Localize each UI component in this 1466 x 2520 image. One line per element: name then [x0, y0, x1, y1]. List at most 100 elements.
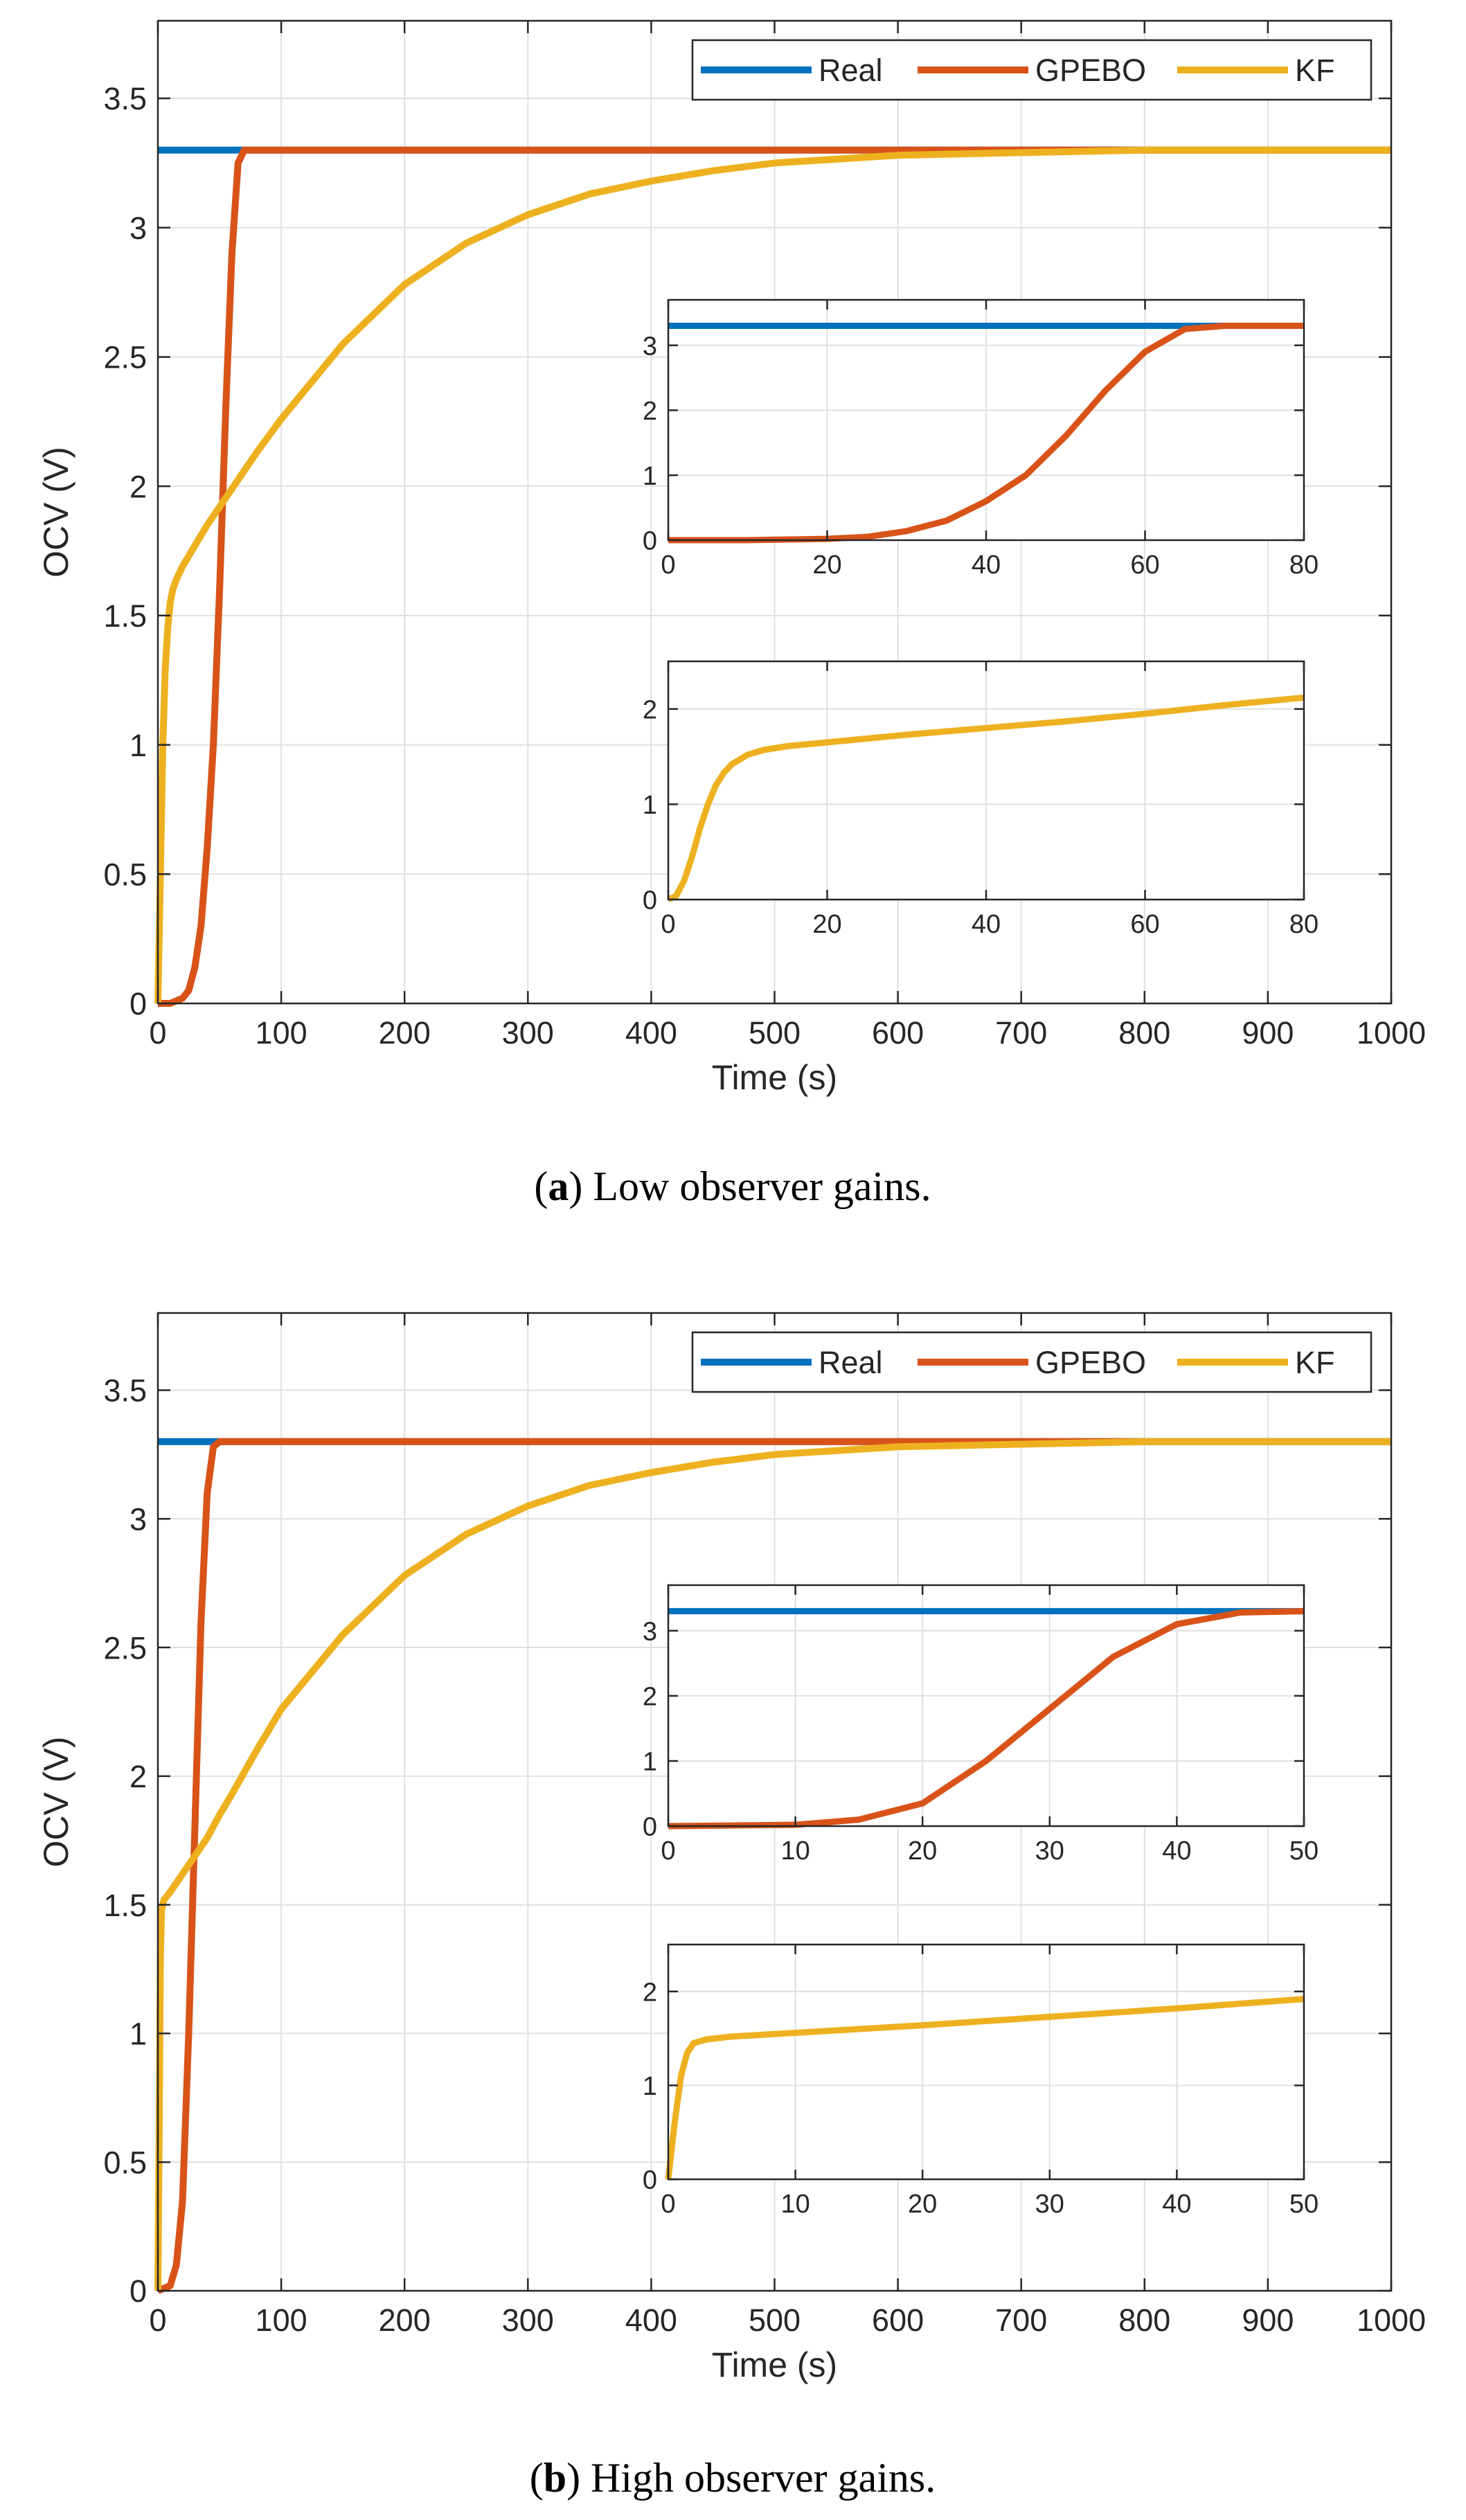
- b-inset1-axes-box: [667, 1584, 1305, 1828]
- b-inset2-x-tick-label: 50: [1289, 2190, 1318, 2219]
- a-main-legend: Real GPEBO KF: [691, 39, 1373, 101]
- a-main-series-gpebo: [158, 146, 1391, 1007]
- a-main-x-axis-label: Time (s): [712, 1058, 837, 1097]
- caption-text: Low observer gains.: [582, 1163, 931, 1209]
- b-inset1-x-tick-label: 40: [1162, 1837, 1191, 1866]
- b-main-legend: Real GPEBO KF: [691, 1331, 1373, 1393]
- a-main-x-tick-label: 900: [1242, 1015, 1294, 1051]
- b-inset2-plot-area: [668, 1945, 1304, 2179]
- b-main-y-tick-label: 2.5: [103, 1630, 147, 1665]
- a-inset1-x-tick-label: 20: [812, 551, 841, 580]
- b-inset1-x-tick-label: 0: [661, 1837, 675, 1866]
- a-main-legend-label-gpebo: GPEBO: [1035, 53, 1146, 88]
- b-main-x-tick-label: 400: [625, 2303, 677, 2338]
- b-main-y-tick-label: 3.5: [103, 1373, 147, 1409]
- b-inset1-y-tick-label: 2: [643, 1683, 657, 1712]
- caption-paren-open: (: [530, 2455, 544, 2501]
- b-main-x-tick-label: 600: [872, 2303, 924, 2338]
- a-inset1-y-tick-label: 2: [643, 397, 657, 426]
- a-main-x-tick-label: 500: [749, 1015, 801, 1051]
- b-inset2-x-tick-label: 10: [780, 2190, 810, 2219]
- b-inset2-x-tick-label: 40: [1162, 2190, 1191, 2219]
- a-inset2-y-tick-label: 2: [643, 695, 657, 724]
- a-main-y-tick-label: 0.5: [103, 857, 147, 892]
- caption-text: High observer gains.: [580, 2455, 936, 2501]
- b-inset2-axes: 0 10 20 30 40 50 0 1 2: [643, 1943, 1318, 2219]
- b-inset1-x-tick-label: 10: [780, 1837, 810, 1866]
- a-main-x-tick-label: 600: [872, 1015, 924, 1051]
- a-main-y-tick-label: 3: [129, 211, 147, 246]
- b-main-x-tick-label: 900: [1242, 2303, 1294, 2338]
- a-inset2-series-kf: [667, 694, 1305, 903]
- b-main-x-tick-label: 0: [149, 2303, 166, 2338]
- a-main-x-tick-label: 200: [379, 1015, 431, 1051]
- b-inset1-plot-area: [668, 1585, 1304, 1826]
- b-main-y-axis-label: OCV (V): [37, 1737, 75, 1868]
- b-main-x-tick-label: 1000: [1357, 2303, 1426, 2338]
- b-inset1-x-tick-label: 30: [1035, 1837, 1064, 1866]
- b-inset2-x-tick-label: 30: [1035, 2190, 1064, 2219]
- b-inset1-x-tick-label: 50: [1289, 1837, 1318, 1866]
- a-inset1-axes: 0 20 40 60 80 0 1 2 3: [643, 298, 1318, 580]
- b-main-x-tick-label: 700: [995, 2303, 1047, 2338]
- b-inset1-series-gpebo: [668, 1608, 1305, 1830]
- b-main-y-tick-label: 1: [129, 2017, 147, 2052]
- a-inset2-x-tick-label: 60: [1130, 910, 1159, 939]
- caption-paren-close: ): [569, 1163, 582, 1209]
- a-main-x-tick-label: 1000: [1357, 1015, 1426, 1051]
- a-main-x-tick-label: 300: [502, 1015, 554, 1051]
- caption-label: b: [544, 2455, 566, 2501]
- b-main-series-kf: [154, 1438, 1391, 2291]
- a-inset1-y-tick-label: 3: [643, 332, 657, 361]
- caption-label: a: [548, 1163, 569, 1209]
- b-inset2-series-kf: [665, 1996, 1305, 2180]
- a-main-x-tick-label: 0: [149, 1015, 166, 1051]
- a-inset1-y-tick-label: 1: [643, 462, 657, 491]
- b-inset1-y-tick-label: 0: [643, 1813, 657, 1842]
- a-main-y-tick-label: 3.5: [103, 81, 147, 116]
- b-inset1-axes: 0 10 20 30 40 50 0 1 2 3: [643, 1584, 1318, 1866]
- a-inset1-x-tick-label: 0: [661, 551, 675, 580]
- a-main-y-tick-label: 0: [129, 986, 147, 1021]
- a-main-y-axis-label: OCV (V): [37, 447, 75, 578]
- b-inset2-axes-box: [667, 1943, 1305, 2181]
- a-inset2-x-tick-label: 40: [972, 910, 1001, 939]
- a-main-x-tick-label: 100: [256, 1015, 307, 1051]
- a-inset1-x-tick-label: 40: [972, 551, 1001, 580]
- a-inset1-x-tick-label: 80: [1289, 551, 1318, 580]
- b-main-legend-label-gpebo: GPEBO: [1035, 1345, 1146, 1380]
- a-inset1-x-tick-label: 60: [1130, 551, 1159, 580]
- b-inset1-x-tick-label: 20: [908, 1837, 937, 1866]
- b-main-x-tick-label: 200: [379, 2303, 431, 2338]
- a-main-legend-label-real: Real: [819, 53, 883, 88]
- a-main-y-tick-label: 2.5: [103, 340, 147, 375]
- b-main-y-tick-label: 0.5: [103, 2145, 147, 2180]
- a-main-x-tick-label: 400: [625, 1015, 677, 1051]
- b-main-y-tick-label: 3: [129, 1501, 147, 1537]
- a-main-x-tick-label: 700: [995, 1015, 1047, 1051]
- b-main-x-tick-label: 300: [502, 2303, 554, 2338]
- b-main-y-tick-label: 2: [129, 1759, 147, 1794]
- a-main-y-tick-label: 2: [129, 469, 147, 504]
- b-main-axes: 0 100 200 300 400 500 600 700 800 900 100000.511.5…: [37, 1312, 1426, 2384]
- a-inset2-y-tick-label: 1: [643, 791, 657, 820]
- a-main-legend-label-kf: KF: [1295, 53, 1335, 88]
- b-main-x-tick-label: 500: [749, 2303, 801, 2338]
- a-inset2-axes: 0 20 40 60 80 0 1 2: [643, 660, 1318, 939]
- b-main-legend-label-real: Real: [819, 1345, 883, 1380]
- b-inset2-y-tick-label: 2: [643, 1978, 657, 2007]
- b-inset2-y-tick-label: 0: [643, 2166, 657, 2195]
- caption-b: (b) High observer gains.: [530, 2455, 936, 2501]
- b-main-y-tick-label: 0: [129, 2273, 147, 2309]
- b-inset1-y-tick-label: 1: [643, 1748, 657, 1777]
- b-main-series-gpebo: [157, 1438, 1391, 2294]
- caption-a: (a) Low observer gains.: [534, 1163, 931, 1209]
- a-main-axes: 0 100 200 300 400 500 600 700 800 900 100000.511.5…: [37, 19, 1426, 1097]
- a-main-x-tick-label: 800: [1118, 1015, 1170, 1051]
- b-inset1-y-tick-label: 3: [643, 1618, 657, 1647]
- b-inset2-y-tick-label: 1: [643, 2072, 657, 2101]
- a-inset2-x-tick-label: 80: [1289, 910, 1318, 939]
- a-main-y-tick-label: 1: [129, 728, 147, 763]
- a-inset2-x-tick-label: 20: [812, 910, 841, 939]
